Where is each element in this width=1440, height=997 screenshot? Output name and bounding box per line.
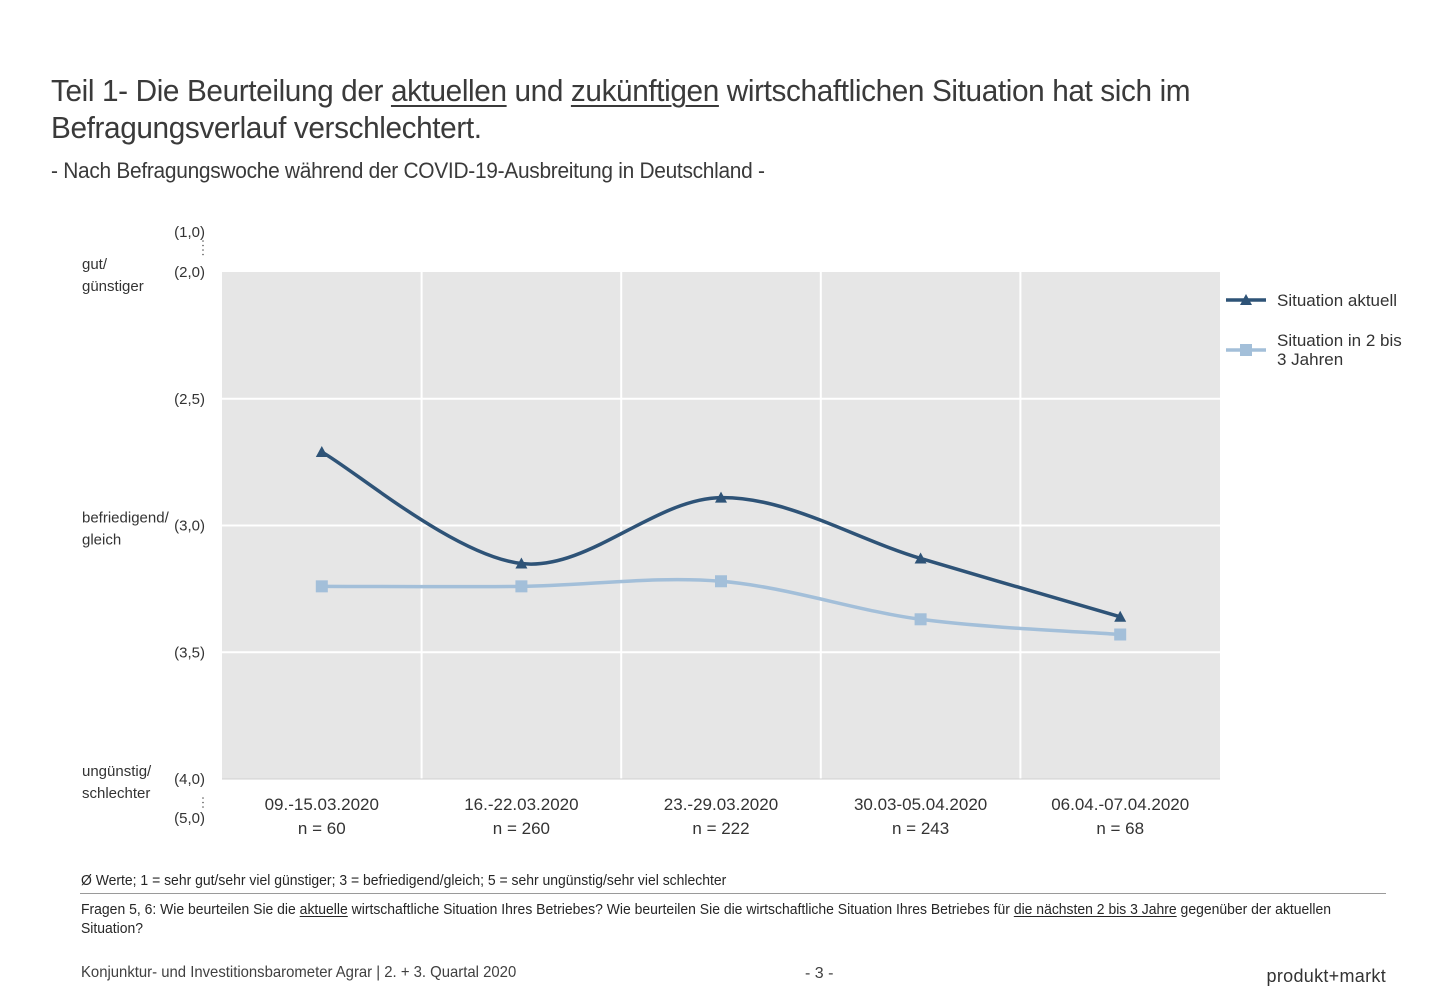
scale-break-dot xyxy=(202,249,204,251)
y-category-label: ungünstig/ xyxy=(82,763,152,780)
legend-marker-current xyxy=(1240,294,1252,305)
y-tick-label: (3,0) xyxy=(174,518,205,535)
y-category-label: gleich xyxy=(82,532,121,549)
x-tick-label: 09.-15.03.2020 xyxy=(265,795,379,814)
title-emphasis-current: aktuellen xyxy=(390,73,507,108)
question-part-1: Fragen 5, 6: Wie beurteilen Sie die xyxy=(81,901,300,918)
title-emphasis-future: zukünftigen xyxy=(570,73,719,108)
data-point-current xyxy=(1114,610,1127,622)
footer-report-name: Konjunktur- und Investitionsbarometer Ag… xyxy=(81,964,517,981)
x-tick-label: 16.-22.03.2020 xyxy=(464,795,578,814)
y-tick-label: (4,0) xyxy=(174,771,205,788)
y-category-label: befriedigend/ xyxy=(82,510,170,527)
question-underline-current: aktuelle xyxy=(299,901,348,918)
x-tick-label: 30.03-05.04.2020 xyxy=(854,795,987,814)
legend-label-future: 3 Jahren xyxy=(1277,350,1343,369)
y-tick-label: (3,5) xyxy=(174,644,205,661)
footer-page-number: - 3 - xyxy=(805,965,834,982)
question-part-2: wirtschaftliche Situation Ihres Betriebe… xyxy=(347,901,1014,918)
page-title: Teil 1- Die Beurteilung der aktuellen un… xyxy=(51,72,1328,146)
scale-break-dot xyxy=(202,253,204,256)
footnote-questions: Fragen 5, 6: Wie beurteilen Sie die aktu… xyxy=(81,900,1364,938)
x-tick-sample-size: n = 222 xyxy=(692,819,749,838)
y-tick-label-bottom: (5,0) xyxy=(174,810,205,827)
x-tick-sample-size: n = 60 xyxy=(298,819,346,838)
legend-label-future: Situation in 2 bis xyxy=(1277,331,1402,350)
x-tick-sample-size: n = 260 xyxy=(493,819,550,838)
scale-break-dot xyxy=(202,806,204,808)
scale-break-dot xyxy=(202,797,204,799)
title-prefix: Teil 1- Die Beurteilung der xyxy=(51,73,391,108)
scale-break-dot xyxy=(202,244,204,247)
data-point-future xyxy=(315,580,328,593)
y-category-label: gut/ xyxy=(82,256,108,273)
y-category-label: günstiger xyxy=(82,278,144,295)
title-suffix: wirtschaftlichen Situation hat sich im B… xyxy=(51,73,1191,145)
data-point-current xyxy=(315,445,328,457)
footnote-values: Ø Werte; 1 = sehr gut/sehr viel günstige… xyxy=(81,872,727,889)
title-mid: und xyxy=(506,73,571,108)
y-tick-label: (2,5) xyxy=(174,391,205,408)
legend-marker-future xyxy=(1240,344,1252,356)
page-subtitle: - Nach Befragungswoche während der COVID… xyxy=(51,158,765,183)
question-underline-future: die nächsten 2 bis 3 Jahre xyxy=(1013,901,1177,918)
data-point-future xyxy=(715,575,727,588)
scale-break-dot xyxy=(202,801,204,804)
data-point-future xyxy=(1114,628,1127,641)
data-point-current xyxy=(914,552,927,564)
legend-label-current: Situation aktuell xyxy=(1277,291,1397,310)
data-point-future xyxy=(914,613,927,626)
data-point-future xyxy=(515,580,528,593)
x-tick-label: 06.04.-07.04.2020 xyxy=(1051,795,1189,814)
x-tick-sample-size: n = 243 xyxy=(892,819,949,838)
x-tick-label: 23.-29.03.2020 xyxy=(664,795,778,814)
y-tick-label: (2,0) xyxy=(174,264,205,281)
y-tick-label-top: (1,0) xyxy=(174,224,205,241)
x-tick-sample-size: n = 68 xyxy=(1096,819,1144,838)
question-part-3: gegenüber der aktuellen Situation? xyxy=(81,901,1332,937)
y-category-label: schlechter xyxy=(82,785,150,802)
data-point-current xyxy=(515,557,528,569)
footer-brand-logo: produkt+markt xyxy=(1266,966,1386,986)
scale-break-dot xyxy=(202,240,204,242)
data-point-current xyxy=(715,491,727,503)
footnote-divider xyxy=(80,893,1386,894)
